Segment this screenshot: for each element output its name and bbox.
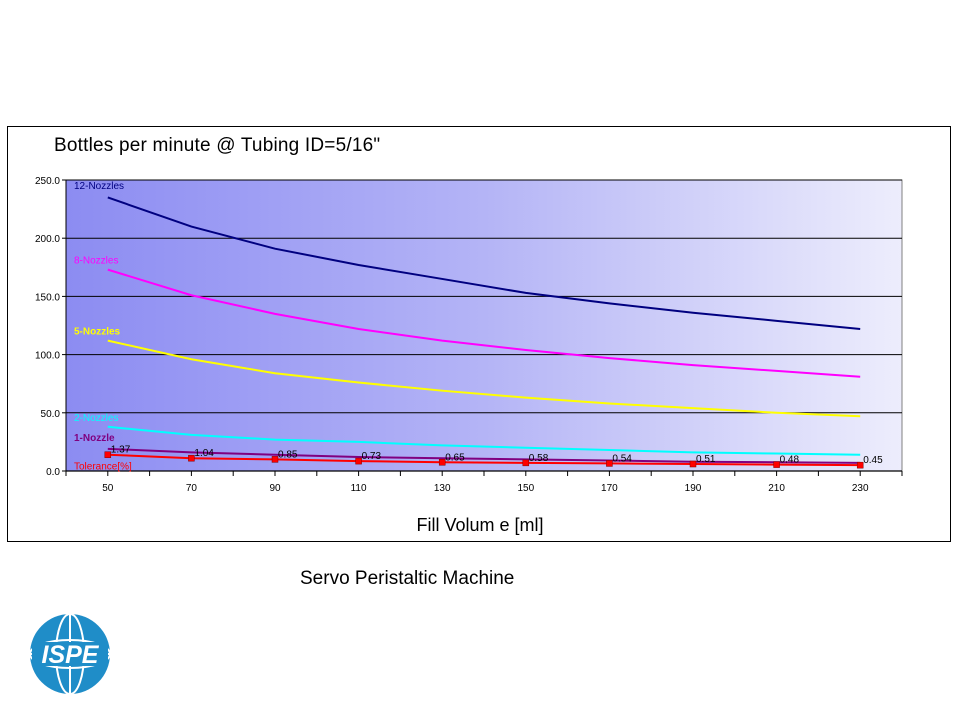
- series-lines: [107, 196, 861, 467]
- axes: 0.0 50.0 100.0 150.0 200.0 250.0 50 70 90 110 130 1…: [35, 176, 903, 494]
- tolerance-data-label: 1.04: [194, 448, 214, 459]
- y-tick-label: 250.0: [35, 176, 60, 187]
- tolerance-marker: [271, 456, 279, 463]
- tolerance-data-label: 0.58: [529, 453, 549, 464]
- logo-registered-mark: ®: [109, 665, 115, 674]
- chart-title: Bottles per minute @ Tubing ID=5/16": [54, 135, 381, 156]
- tolerance-marker: [606, 460, 613, 467]
- tolerance-marker: [438, 459, 446, 466]
- x-tick-label: 130: [434, 483, 451, 494]
- series-line: [107, 196, 861, 330]
- tolerance-data-label: 1.37: [111, 445, 131, 456]
- tolerance-marker: [689, 460, 697, 468]
- tolerance-data-label: 0.65: [445, 452, 465, 463]
- tolerance-marker: [856, 461, 864, 469]
- tolerance-data-label: 0.54: [612, 453, 632, 464]
- tolerance-data-label: 0.73: [362, 451, 382, 462]
- chart-frame: 0.0 50.0 100.0 150.0 200.0 250.0 50 70 90 110 130 1…: [7, 126, 951, 542]
- caption: Servo Peristaltic Machine: [300, 568, 515, 589]
- x-tick-label: 70: [186, 483, 198, 494]
- x-axis-title: Fill Volum e [ml]: [416, 515, 544, 535]
- plot-area: [65, 179, 903, 472]
- series-label: 12-Nozzles: [74, 181, 124, 192]
- tolerance-data-label: 0.48: [780, 455, 800, 466]
- tolerance-marker: [104, 451, 112, 458]
- series-label: 2-Nozzles: [74, 413, 118, 424]
- x-tick-label: 110: [351, 483, 367, 494]
- logo-text: ISPE: [42, 641, 100, 669]
- tolerance-marker: [188, 454, 195, 462]
- ispe-logo: ISPE ®: [29, 613, 115, 695]
- series-line: [107, 268, 861, 378]
- tolerance-marker: [773, 461, 780, 468]
- series-label: Tolerance[%]: [74, 462, 132, 473]
- series-line: [107, 339, 861, 418]
- tolerance-marker: [522, 459, 530, 467]
- chart-svg: 0.0 50.0 100.0 150.0 200.0 250.0 50 70 90 110 130 1…: [35, 176, 903, 494]
- x-tick-label: 90: [269, 483, 281, 494]
- data-labels: 12-Nozzles 8-Nozzles 5-Nozzles 2-Nozzles 1-N…: [74, 181, 883, 473]
- series-line: [107, 447, 861, 464]
- x-tick-label: 150: [517, 483, 534, 494]
- y-tick-label: 100.0: [35, 351, 60, 362]
- x-tick-label: 190: [685, 483, 702, 494]
- y-tick-label: 50.0: [41, 409, 61, 420]
- x-tick-label: 210: [768, 483, 785, 494]
- x-tick-label: 230: [852, 483, 869, 494]
- tolerance-data-label: 0.85: [278, 449, 298, 460]
- series-line: [107, 453, 861, 467]
- y-tick-label: 150.0: [35, 292, 60, 303]
- y-tick-label: 0.0: [46, 467, 60, 478]
- x-tick-label: 170: [601, 483, 618, 494]
- tolerance-data-label: 0.45: [863, 455, 883, 466]
- tolerance-marker: [355, 457, 362, 465]
- x-tick-label: 50: [102, 483, 114, 494]
- series-label: 8-Nozzles: [74, 256, 118, 267]
- tolerance-data-label: 0.51: [696, 454, 716, 465]
- series-line: [107, 425, 861, 456]
- series-label: 5-Nozzles: [74, 327, 121, 338]
- series-label: 1-Nozzle: [74, 433, 115, 444]
- y-tick-label: 200.0: [35, 234, 60, 245]
